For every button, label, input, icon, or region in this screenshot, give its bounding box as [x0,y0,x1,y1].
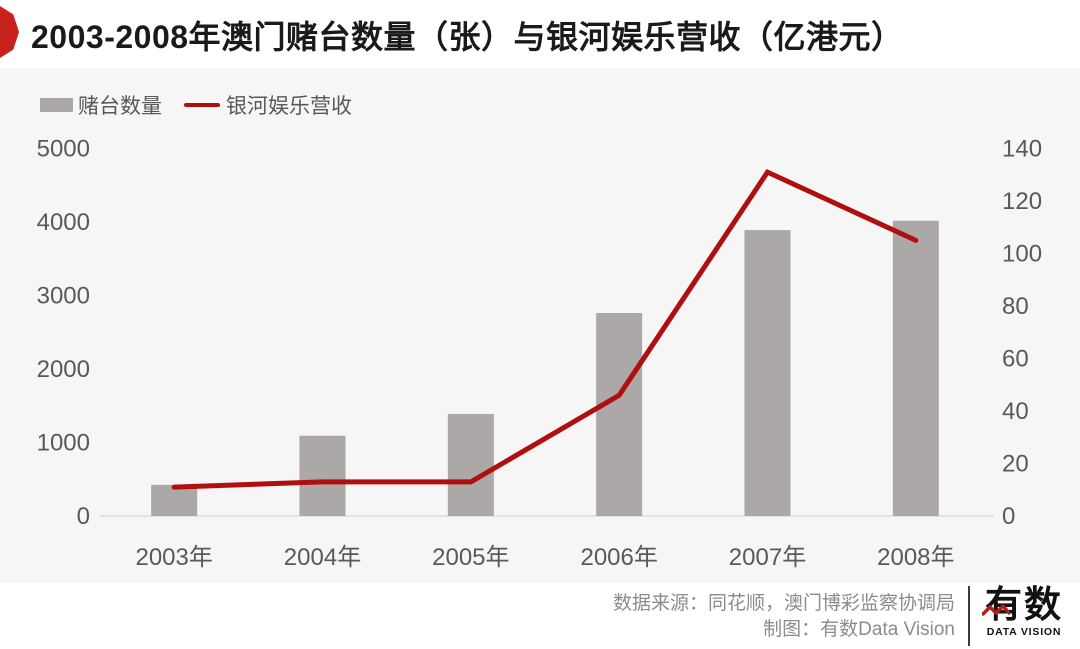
legend-item-tables: 赌台数量 [40,90,162,120]
right-axis-tick: 40 [1002,398,1029,425]
right-axis-tick: 100 [1002,241,1042,268]
x-axis-label-2005年: 2005年 [432,544,509,571]
chart-plot: 0 1000 2000 3000 4000 5000 0 20 40 60 80 100 120 140 2… [37,136,1042,572]
legend: 赌台数量 银河娱乐营收 [40,94,352,118]
credit-text: 制图：有数Data Vision [763,619,955,640]
x-axis-label-2004年: 2004年 [284,544,361,571]
legend-label-revenue: 银河娱乐营收 [226,95,352,118]
left-axis-tick: 5000 [37,136,90,163]
x-axis-label-2007年: 2007年 [729,544,806,571]
bar-2005年 [447,413,494,516]
bar-swatch-icon [40,98,73,112]
right-axis-tick: 80 [1002,293,1029,320]
header: 2003-2008年澳门赌台数量（张）与银河娱乐营收（亿港元） [0,0,1080,68]
bar-2004年 [299,435,346,516]
x-axis-label-2008年: 2008年 [877,544,954,571]
left-axis-tick: 4000 [37,209,90,236]
left-axis-tick: 0 [77,503,90,530]
revenue-line [171,168,919,490]
bar-2007年 [744,230,791,516]
logo-zigzag-icon [982,604,1010,616]
right-axis-tick: 20 [1002,451,1029,478]
brand-logo: 有数 DATA VISION [978,585,1070,638]
logo-text: 有数 [985,584,1063,625]
right-axis-tick: 60 [1002,346,1029,373]
footer: 数据来源：同花顺，澳门博彩监察协调局 制图：有数Data Vision 有数 D… [0,583,1080,649]
right-axis-tick: 0 [1002,503,1015,530]
source-block: 数据来源：同花顺，澳门博彩监察协调局 制图：有数Data Vision [613,591,955,643]
footer-divider [968,586,970,646]
x-axis-label-2006年: 2006年 [580,544,657,571]
page-title: 2003-2008年澳门赌台数量（张）与银河娱乐营收（亿港元） [31,19,904,55]
data-source-text: 数据来源：同花顺，澳门博彩监察协调局 [612,593,955,614]
chart-area: 0 1000 2000 3000 4000 5000 0 20 40 60 80 100 120 140 2… [0,68,1080,583]
left-axis-tick: 2000 [37,356,90,383]
line-swatch-icon [184,103,220,107]
left-axis-tick: 1000 [37,430,90,457]
bar-2008年 [892,220,939,517]
legend-item-revenue: 银河娱乐营收 [184,90,352,120]
right-axis-tick: 120 [1002,188,1042,215]
bar-2003年 [151,484,198,516]
title-marker-icon [0,6,19,58]
legend-label-tables: 赌台数量 [78,95,162,118]
right-axis-tick: 140 [1002,136,1042,163]
left-axis-tick: 3000 [37,283,90,310]
logo-subtext: DATA VISION [986,626,1062,638]
bar-2006年 [596,312,643,516]
x-axis-label-2003年: 2003年 [135,544,212,571]
